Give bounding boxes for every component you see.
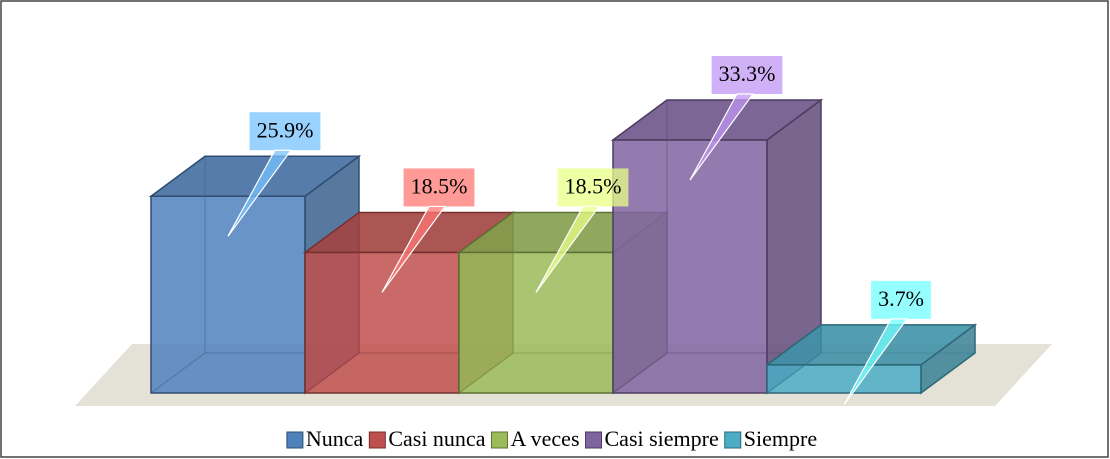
data-label-text: 18.5%: [565, 173, 622, 198]
data-label-pointer: [535, 205, 601, 293]
data-label-box: [403, 168, 475, 207]
legend-label: Casi nunca: [388, 426, 485, 451]
legend-label: Casi siempre: [605, 426, 719, 451]
data-label: 18.5%: [381, 168, 475, 293]
bar-inner-edge: [150, 352, 206, 394]
data-label-text: 33.3%: [719, 61, 776, 86]
data-label-box: [871, 280, 931, 319]
legend-swatch: [368, 431, 386, 449]
data-label: 33.3%: [689, 56, 783, 181]
data-label: 3.7%: [843, 280, 931, 406]
data-label-box: [711, 56, 783, 94]
legend-label: Nunca: [306, 426, 364, 451]
data-label-box: [557, 168, 629, 207]
bar: [150, 195, 306, 394]
data-label-text: 3.7%: [878, 286, 924, 311]
data-label-text: 18.5%: [411, 173, 468, 198]
bar-inner-edge: [458, 352, 514, 394]
bar-inner-edge: [612, 352, 668, 394]
legend: Nunca Casi nunca A veces Casi siempre Siempr…: [286, 426, 817, 451]
data-label-pointer: [381, 205, 447, 293]
bar: [458, 251, 614, 394]
legend-label: Siempre: [744, 426, 817, 451]
legend-swatch: [490, 431, 508, 449]
legend-swatch: [585, 431, 603, 449]
legend-swatch: [286, 431, 304, 449]
data-label-box: [249, 112, 321, 151]
bar-inner-edge: [304, 352, 360, 394]
data-label-pointer: [843, 318, 909, 406]
bar-inner-edge: [766, 352, 822, 394]
data-label: 25.9%: [227, 112, 321, 237]
bar: [612, 139, 768, 394]
legend-label: A veces: [510, 426, 579, 451]
bar: [766, 364, 922, 394]
bar: [304, 251, 460, 394]
data-label-pointer: [689, 93, 755, 181]
data-label-text: 25.9%: [257, 117, 314, 142]
legend-swatch: [724, 431, 742, 449]
data-label-pointer: [227, 149, 293, 237]
data-label: 18.5%: [535, 168, 629, 293]
